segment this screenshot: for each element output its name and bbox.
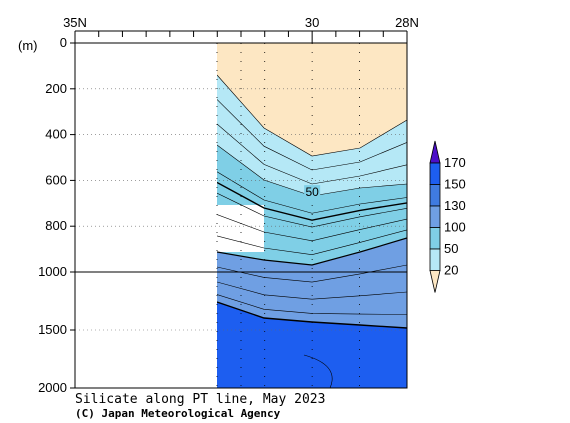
chart-credit: (C) Japan Meteorological Agency: [75, 407, 281, 420]
y-tick-label: 2000: [38, 380, 67, 395]
y-tick-label: 0: [60, 35, 67, 50]
y-tick-label: 800: [45, 218, 67, 233]
colorbar-max-triangle: [429, 140, 441, 164]
chart-title: Silicate along PT line, May 2023: [75, 392, 325, 407]
colorbar-icon: 170 150 130 100 50 20: [429, 140, 466, 293]
colorbar-min-triangle: [429, 270, 441, 293]
y-tick-label: 400: [45, 127, 67, 142]
colorbar-label: 100: [444, 220, 466, 235]
contour-label-bg: [304, 185, 321, 199]
y-unit-label: (m): [18, 38, 38, 53]
x-axis: 35N 30 28N: [63, 15, 419, 43]
contour-lower-0: [217, 264, 407, 283]
contour-mid-1: [217, 192, 407, 228]
contour-100: [217, 237, 407, 266]
y-tick-label: 1500: [38, 322, 67, 337]
colorbar-segment: [429, 227, 441, 250]
x-tick-label: 30: [305, 15, 319, 30]
y-axis: 0 200 400 600 800 1000 1500 2000: [38, 35, 75, 395]
band-20-50: [217, 75, 407, 196]
y-tick-label: 600: [45, 172, 67, 187]
colorbar-label: 20: [444, 263, 458, 278]
contour-20: [217, 74, 407, 157]
band-above-150: [217, 302, 407, 388]
contour-label: 50: [305, 185, 319, 199]
y-tick-label: 200: [45, 81, 67, 96]
no-data-mask: [75, 43, 264, 388]
contour-mid-3: [217, 229, 407, 255]
band-below-20: [217, 43, 407, 156]
colorbar-label: 150: [444, 177, 466, 192]
contour-mid-0: [217, 171, 407, 214]
colorbar-segment: [429, 162, 441, 185]
colorbar-segment: [429, 205, 441, 228]
colorbar-label: 130: [444, 198, 466, 213]
x-tick-label: 35N: [63, 15, 87, 30]
colorbar-label: 170: [444, 155, 466, 170]
y-tick-label: 1000: [38, 264, 67, 279]
plot-frame: [74, 42, 408, 389]
colorbar-label: 50: [444, 241, 458, 256]
contour-labels: 50: [304, 185, 321, 199]
colorbar-segment: [429, 248, 441, 271]
contour-50: [217, 181, 407, 221]
x-tick-label: 28N: [395, 15, 419, 30]
colorbar-segment: [429, 184, 441, 207]
grid-lines: [75, 43, 407, 388]
contour-upper-1: [217, 123, 407, 185]
contour-150: [303, 354, 333, 388]
contour-lower-1: [217, 281, 407, 300]
